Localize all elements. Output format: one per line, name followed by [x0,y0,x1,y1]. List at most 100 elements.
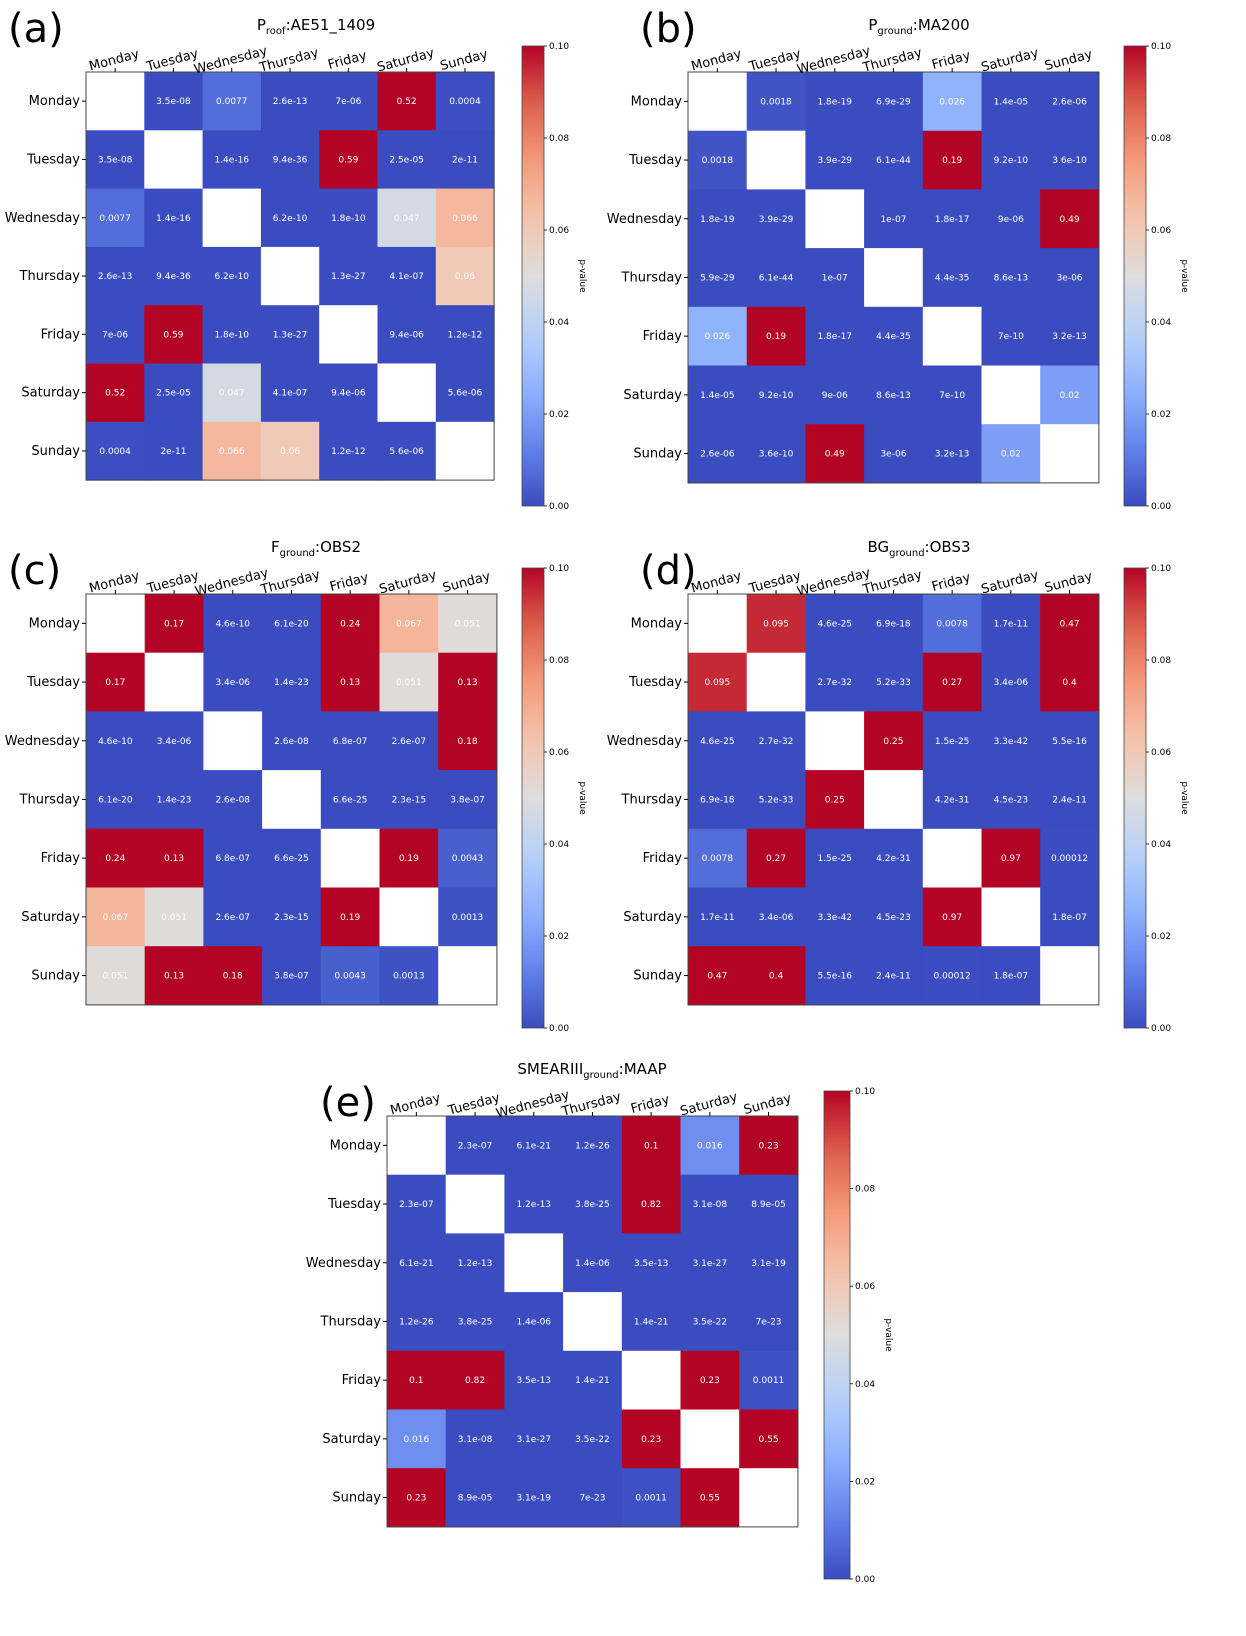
heatmap-cell [739,1350,799,1410]
x-tick-label: Sunday [1043,47,1094,74]
heatmap-cell [739,1116,799,1176]
x-tick-label: Friday [328,570,370,595]
cell-value-label: 3.1e-27 [516,1435,551,1445]
heatmap-cell [805,189,865,249]
cell-value-label: 1.2e-12 [448,330,483,340]
heatmap-cell [688,652,748,712]
x-tick-label: Monday [88,47,142,75]
x-tick-label: Monday [690,47,744,75]
cell-value-label: 0.24 [340,619,360,629]
heatmap-panel-2: Fground:OBS2 0.17 4.6e-10 6.1e-20 0.24 0.067 0… [5,538,587,1034]
y-tick-label: Tuesday [26,152,80,167]
cell-value-label: 0.13 [164,854,184,864]
chart-title-rest: :MAAP [619,1060,667,1078]
colorbar-tick-label: 0.04 [549,318,569,328]
heatmap-cell [262,711,322,771]
y-tick-label: Thursday [19,792,81,807]
heatmap-cell [746,72,806,132]
heatmap-cell [438,770,498,830]
heatmap-cell [563,1292,623,1352]
y-tick-label: Thursday [621,270,683,285]
y-tick-label: Wednesday [5,211,81,226]
heatmap-cell [260,421,320,481]
heatmap-cell [203,711,263,771]
cell-value-label: 4.4e-35 [935,273,970,283]
heatmap-cell [680,1292,740,1352]
cell-value-label: 4.5e-23 [994,795,1029,805]
cell-value-label: 0.1 [409,1376,423,1386]
heatmap-cell [922,652,982,712]
x-tick-label: Monday [88,569,142,597]
heatmap-cell [688,248,748,308]
cell-value-label: 1.3e-27 [331,272,366,282]
heatmap-cell [1040,365,1100,425]
cell-value-label: 0.25 [825,795,845,805]
cell-value-label: 7e-06 [102,330,128,340]
colorbar-tick-label: 0.10 [1151,564,1171,574]
cell-value-label: 1.2e-13 [516,1200,551,1210]
cell-value-label: 3.4e-06 [157,737,192,747]
cell-value-label: 0.23 [759,1141,779,1151]
y-tick-label: Thursday [621,792,683,807]
heatmap-cell [922,365,982,425]
heatmap-cell [746,652,806,712]
cell-value-label: 0.23 [641,1435,661,1445]
heatmap-cell [260,72,320,131]
cell-value-label: 1.5e-25 [935,737,970,747]
heatmap-cell [260,363,320,423]
y-tick-label: Wednesday [607,734,683,749]
cell-value-label: 3.5e-13 [634,1259,669,1269]
cell-value-label: 3.5e-08 [156,97,191,107]
heatmap-cell [688,365,748,425]
colorbar-label: p-value [883,1318,893,1352]
heatmap-cell [981,887,1041,947]
colorbar-tick-label: 0.10 [855,1087,875,1097]
heatmap-panel-4: SMEARIIIground:MAAP 2.3e-07 6.1e-21 1.2e-26… [306,1060,893,1585]
cell-value-label: 0.82 [641,1200,661,1210]
chart-title-rest: :AE51_1409 [286,16,376,35]
heatmap-cell [504,1292,564,1352]
heatmap-cell [746,365,806,425]
heatmap-cell [438,652,498,712]
cell-value-label: 9e-06 [998,215,1024,225]
colorbar-tick-label: 0.08 [1151,656,1171,666]
cell-value-label: 0.0078 [936,619,968,629]
heatmap-cell [688,189,748,249]
x-tick-label: Tuesday [144,46,200,75]
heatmap-cell [981,770,1041,830]
x-tick-label: Saturday [378,568,439,598]
heatmap-cell [203,652,263,712]
cell-value-label: 0.051 [161,913,187,923]
heatmap-cell [319,363,378,423]
heatmap-cell [1040,652,1100,712]
cell-value-label: 6.1e-44 [759,273,794,283]
chart-title: SMEARIIIground:MAAP [517,1060,666,1081]
heatmap-cell [746,130,806,190]
y-tick-label: Sunday [633,447,682,462]
heatmap-cell [922,306,982,366]
cell-value-label: 0.24 [105,854,125,864]
chart-title-subscript: ground [889,548,924,559]
cell-value-label: 0.067 [396,619,422,629]
cell-value-label: 3.3e-42 [994,737,1029,747]
heatmap-cell [262,887,322,947]
cell-value-label: 2.5e-05 [389,155,424,165]
heatmap-cell [864,711,924,771]
heatmap-cell [144,421,204,481]
cell-value-label: 1.3e-27 [273,330,308,340]
colorbar-tick-label: 0.04 [549,840,569,850]
cell-value-label: 3.5e-22 [693,1317,728,1327]
cell-value-label: 2.6e-08 [215,795,250,805]
y-tick-label: Tuesday [628,153,682,168]
heatmap-cell [680,1116,740,1176]
heatmap-cell [86,711,146,771]
y-tick-label: Sunday [31,444,80,459]
chart-title-main: F [271,538,280,556]
heatmap-cell [144,711,204,771]
cell-value-label: 1.8e-17 [817,332,852,342]
heatmap-cell [202,305,262,364]
cell-value-label: 1.4e-06 [575,1259,610,1269]
cell-value-label: 5.5e-16 [817,972,852,982]
cell-value-label: 0.18 [458,737,478,747]
chart-title-main: BG [868,538,890,556]
